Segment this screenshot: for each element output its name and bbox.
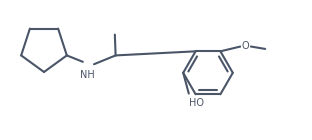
Text: NH: NH xyxy=(80,70,95,80)
Text: HO: HO xyxy=(188,98,203,108)
Text: O: O xyxy=(242,41,249,51)
